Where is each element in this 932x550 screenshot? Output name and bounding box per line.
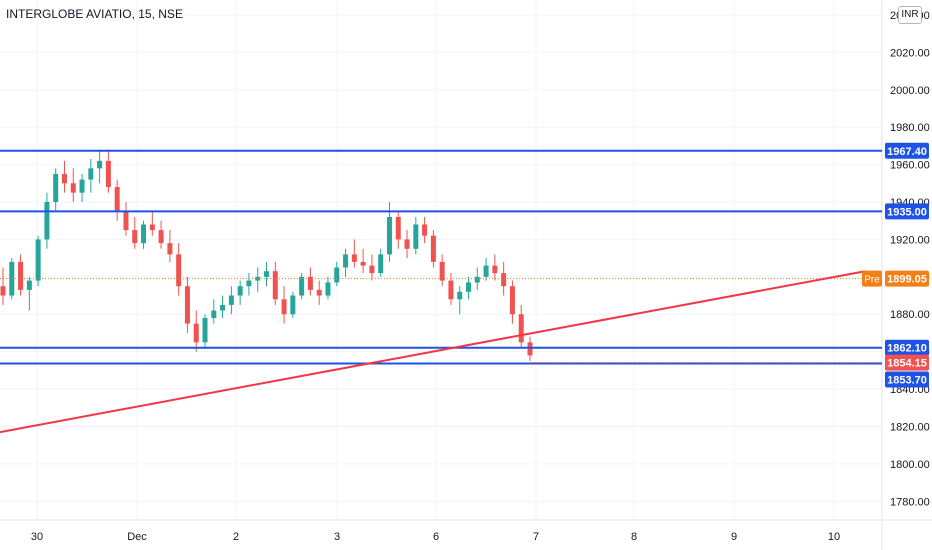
- candle-body: [501, 273, 507, 287]
- candle-body: [44, 202, 50, 240]
- level-price-label-bg: [885, 339, 929, 356]
- candle-body: [193, 323, 199, 343]
- candle-body: [334, 267, 340, 283]
- candle-body: [0, 286, 6, 296]
- candle-body: [88, 168, 94, 180]
- last-price-label: 1854.15: [887, 358, 927, 370]
- level-price-label: 1853.70: [887, 374, 927, 386]
- candle-body: [483, 265, 489, 277]
- candle-body: [61, 173, 67, 184]
- level-price-label-bg: [885, 371, 929, 388]
- candle-body: [369, 265, 375, 274]
- trend-line: [0, 270, 866, 434]
- candle-body: [492, 265, 498, 274]
- x-tick-label: 2: [233, 531, 239, 543]
- y-tick-label: 2020.00: [890, 47, 930, 59]
- x-tick-label: 10: [828, 531, 840, 543]
- candle-body: [18, 261, 24, 290]
- candle-body: [158, 230, 164, 244]
- candle-body: [307, 276, 313, 290]
- candle-body: [220, 304, 226, 311]
- candle-body: [184, 286, 190, 324]
- candle-body: [509, 286, 515, 315]
- x-tick-label: 30: [31, 531, 43, 543]
- candle-body: [290, 295, 296, 315]
- candle-body: [70, 183, 76, 193]
- candle-body: [413, 224, 419, 249]
- candle-body: [141, 224, 147, 244]
- level-price-label: 1967.40: [887, 146, 927, 158]
- level-price-label: 1935.00: [887, 206, 927, 218]
- candle-body: [167, 243, 173, 255]
- candle-body: [395, 216, 401, 240]
- level-price-label: 1862.10: [887, 343, 927, 355]
- candle-body: [132, 230, 138, 244]
- candle-body: [430, 235, 436, 262]
- candle-body: [422, 224, 428, 236]
- pre-market-price-label: 1899.05: [887, 274, 927, 286]
- candle-body: [474, 276, 480, 283]
- currency-button[interactable]: INR: [898, 6, 922, 24]
- candle-body: [246, 280, 252, 287]
- candle-body: [123, 211, 129, 231]
- y-tick-label: 2000.00: [890, 85, 930, 97]
- y-tick-label: 1880.00: [890, 309, 930, 321]
- level-price-label-bg: [885, 142, 929, 159]
- candle-body: [237, 286, 243, 296]
- corner-box: [883, 521, 932, 550]
- candle-body: [211, 310, 217, 318]
- candle-body: [105, 160, 111, 188]
- y-tick-label: 1980.00: [890, 122, 930, 134]
- candle-body: [404, 239, 410, 249]
- candle-body: [518, 314, 524, 343]
- candle-body: [264, 271, 269, 277]
- candle-body: [343, 254, 349, 268]
- chart-title: INTERGLOBE AVIATIO, 15, NSE: [6, 7, 183, 21]
- y-tick-label: 1800.00: [890, 459, 930, 471]
- candle-body: [202, 317, 208, 343]
- x-tick-label: 7: [533, 531, 539, 543]
- candle-body: [35, 239, 41, 281]
- candle-body: [378, 254, 384, 274]
- pre-tag-bg: [862, 270, 882, 287]
- y-tick-label: 1920.00: [890, 234, 930, 246]
- y-tick-label: 1820.00: [890, 421, 930, 433]
- candle-body: [466, 282, 472, 292]
- x-tick-label: 9: [731, 531, 737, 543]
- last-price-label-bg: [885, 354, 929, 371]
- candle-body: [457, 291, 463, 300]
- y-tick-label: 1960.00: [890, 160, 930, 172]
- candle-body: [386, 216, 392, 255]
- candle-body: [360, 261, 366, 266]
- level-price-label-bg: [885, 203, 929, 220]
- x-tick-label: 3: [334, 531, 340, 543]
- candle-body: [527, 342, 533, 356]
- candle-body: [255, 276, 261, 281]
- y-tick-label: 1780.00: [890, 496, 930, 508]
- pre-tag-label: Pre: [864, 275, 880, 286]
- candle-body: [114, 187, 120, 212]
- candle-body: [316, 289, 322, 296]
- candle-body: [26, 280, 32, 290]
- candle-body: [97, 160, 103, 169]
- candle-body: [448, 280, 454, 300]
- candle-body: [325, 282, 331, 296]
- candle-body: [299, 276, 305, 296]
- candle-body: [351, 254, 357, 262]
- candle-body: [272, 271, 278, 300]
- candle-body: [79, 179, 85, 193]
- candle-body: [439, 261, 445, 281]
- x-tick-label: Dec: [127, 531, 147, 543]
- candle-body: [53, 173, 59, 203]
- candle-body: [228, 295, 234, 305]
- x-tick-label: 8: [631, 531, 637, 543]
- candle-body: [9, 261, 15, 296]
- pre-market-price-label-bg: [885, 270, 929, 287]
- x-tick-label: 6: [433, 531, 439, 543]
- candle-body: [281, 299, 287, 315]
- candle-body: [176, 254, 182, 287]
- candle-body: [149, 224, 155, 231]
